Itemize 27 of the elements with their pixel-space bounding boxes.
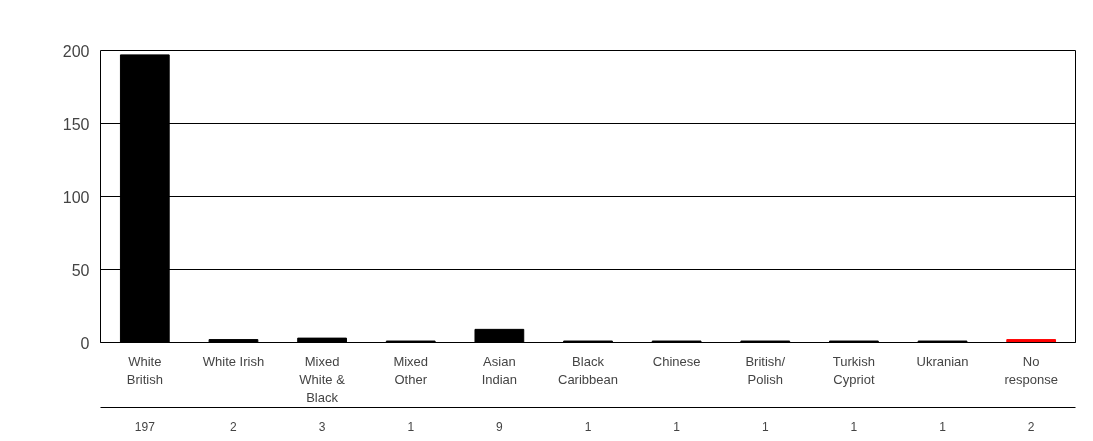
data-label: 2 [230, 419, 238, 434]
x-tick-label: Turkish Cypriot [832, 353, 875, 387]
x-tick-label: White Irish [202, 353, 265, 369]
x-tick-label: Chinese [652, 353, 701, 369]
y-tick-label: 0 [80, 334, 90, 352]
y-tick-label: 150 [62, 115, 90, 133]
y-tick-label: 200 [62, 42, 90, 60]
data-label: 1 [407, 419, 415, 434]
data-label: 197 [134, 419, 156, 434]
data-label: 1 [673, 419, 681, 434]
x-tick-label: No response [1004, 353, 1058, 387]
x-tick-label: Mixed Other [393, 353, 429, 387]
data-label: 3 [318, 419, 326, 434]
data-label: 1 [584, 419, 592, 434]
data-label: 1 [850, 419, 858, 434]
x-tick-label: British/ Polish [745, 353, 786, 387]
x-tick-label: Black Caribbean [558, 353, 619, 387]
x-tick-label: White British [126, 353, 163, 387]
data-label: 1 [939, 419, 947, 434]
data-label: 1 [761, 419, 769, 434]
y-tick-label: 100 [62, 188, 90, 206]
data-label: 9 [496, 419, 504, 434]
x-tick-label: Asian Indian [481, 353, 518, 387]
y-tick-label: 50 [71, 261, 90, 279]
data-label: 2 [1027, 419, 1035, 434]
x-tick-label: Ukranian [916, 353, 969, 369]
x-tick-label: Mixed White & Black [299, 353, 346, 405]
